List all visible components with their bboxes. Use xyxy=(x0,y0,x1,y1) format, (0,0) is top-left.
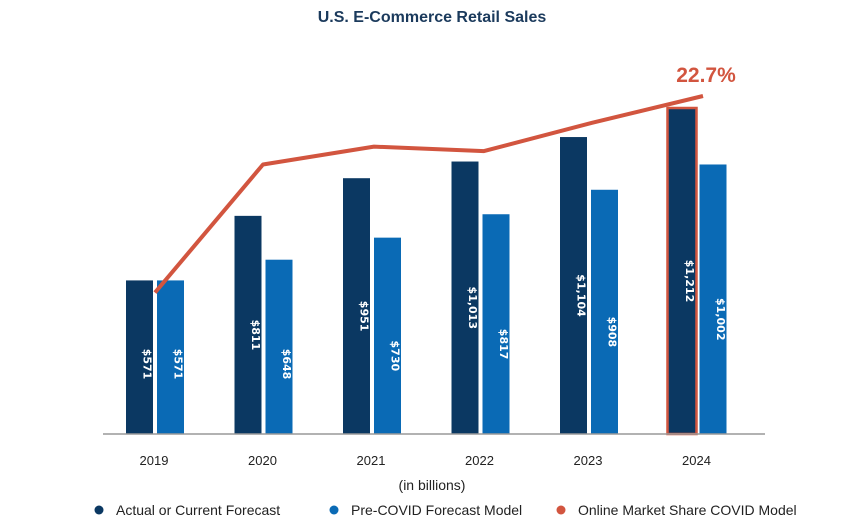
bar-actual-2021 xyxy=(343,178,370,434)
x-tick-label: 2021 xyxy=(357,453,386,468)
bar-precovid-2021 xyxy=(374,237,401,434)
data-label: $908 xyxy=(606,317,619,348)
data-label: $730 xyxy=(389,341,402,372)
data-label: $1,002 xyxy=(714,298,727,340)
data-label: $1,013 xyxy=(466,287,479,329)
data-label: $1,104 xyxy=(575,274,588,317)
x-tick-label: 2019 xyxy=(140,453,169,468)
annotation-label: 22.7% xyxy=(676,64,736,87)
data-label: $817 xyxy=(497,329,510,360)
bar-precovid-2022 xyxy=(482,214,510,434)
bar-precovid-2023 xyxy=(591,189,618,434)
x-tick-label: 2024 xyxy=(682,453,711,468)
bar-actual-2020 xyxy=(234,215,262,434)
legend-marker xyxy=(556,505,566,515)
x-tick-label: 2023 xyxy=(574,453,603,468)
chart-title: U.S. E-Commerce Retail Sales xyxy=(318,9,547,26)
bar-actual-2022 xyxy=(451,161,479,434)
x-tick-label: 2022 xyxy=(465,453,494,468)
legend-label: Online Market Share COVID Model xyxy=(578,502,797,518)
bar-actual-2019 xyxy=(126,280,153,434)
legend-label: Pre-COVID Forecast Model xyxy=(351,502,522,518)
legend-label: Actual or Current Forecast xyxy=(116,502,280,518)
bar-precovid-2024 xyxy=(699,164,727,434)
legend-marker xyxy=(94,505,104,515)
bar-actual-2023 xyxy=(560,137,587,434)
bar-precovid-2020 xyxy=(265,259,293,434)
data-label: $571 xyxy=(172,349,185,380)
market-share-line xyxy=(153,94,704,294)
data-label: $571 xyxy=(141,349,154,380)
data-label: $648 xyxy=(280,349,293,380)
bar-precovid-2019 xyxy=(157,280,184,434)
bar-actual-2024 xyxy=(668,108,696,434)
data-label: $951 xyxy=(358,301,371,332)
unit-label: (in billions) xyxy=(399,477,466,493)
data-label: $1,212 xyxy=(683,260,696,302)
data-label: $811 xyxy=(249,320,262,351)
x-tick-label: 2020 xyxy=(248,453,277,468)
legend-marker xyxy=(329,505,339,515)
